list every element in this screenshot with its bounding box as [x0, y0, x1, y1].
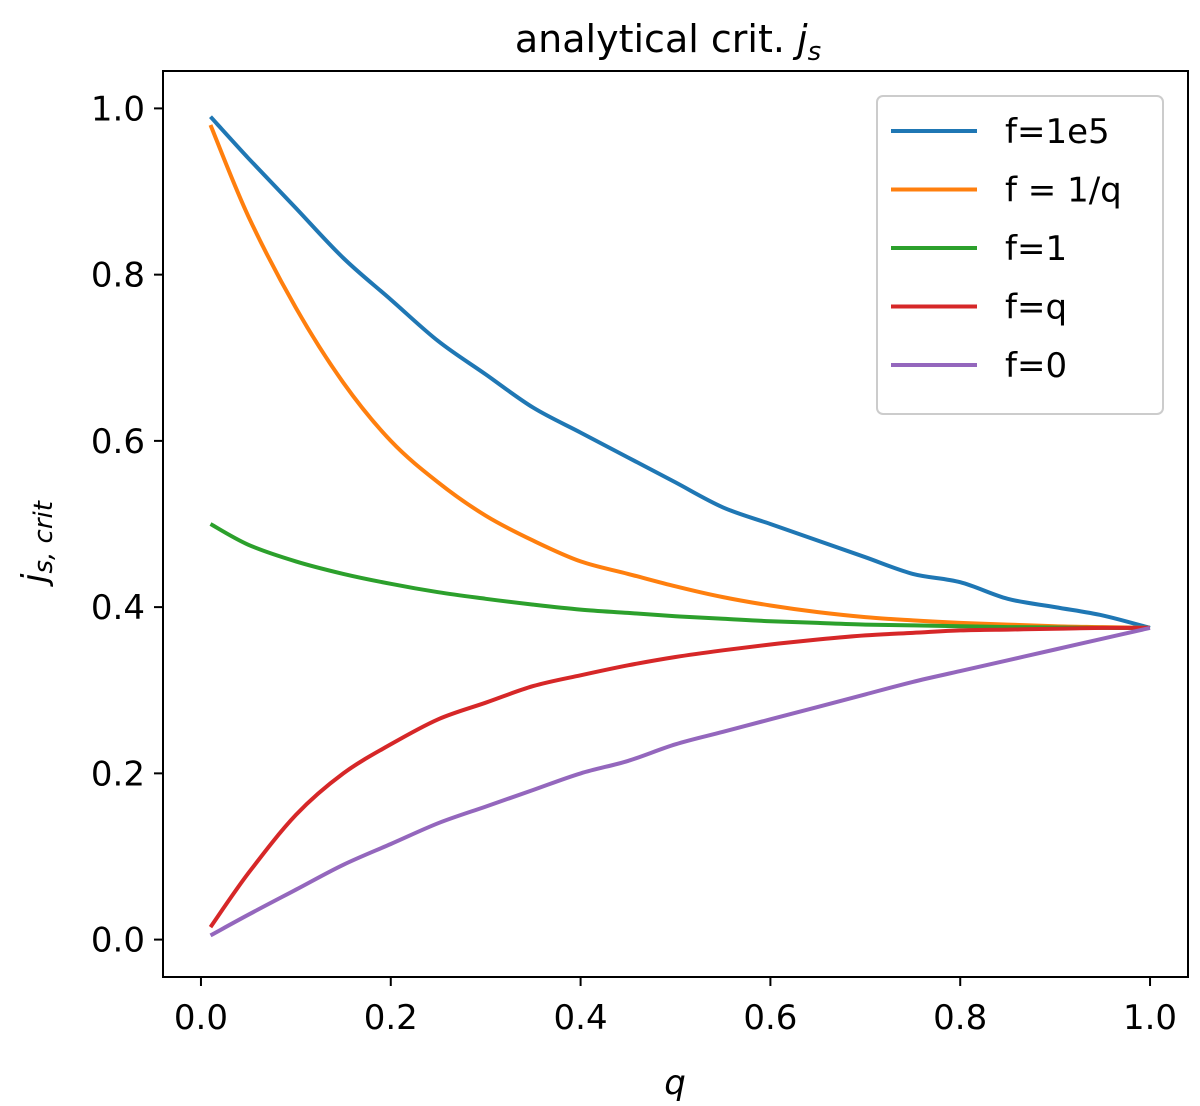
legend-label-3: f=1	[1005, 229, 1067, 269]
series-line-4	[208, 625, 1151, 929]
y-tick-label: 1.0	[91, 89, 145, 129]
y-tick-label: 0.0	[91, 921, 145, 961]
plot-area-frame	[162, 70, 1189, 978]
chart-title: analytical crit. js	[515, 17, 821, 67]
legend-label-1: f=1e5	[1005, 112, 1110, 152]
y-tick-label: 0.6	[91, 422, 145, 462]
y-tick-label: 0.8	[91, 256, 145, 296]
legend-label-4: f=q	[1005, 288, 1067, 328]
x-tick-label: 0.0	[174, 998, 228, 1038]
x-axis: 0.0 0.2 0.4 0.6 0.8 1.0	[174, 977, 1177, 1038]
series-line-3	[209, 522, 1151, 630]
series-line-1	[209, 115, 1151, 630]
legend-label-5: f=0	[1005, 346, 1067, 386]
y-tick-label: 0.4	[91, 588, 145, 628]
x-tick-label: 0.8	[933, 998, 987, 1038]
legend-box	[876, 95, 1164, 415]
y-tick-label: 0.2	[91, 754, 145, 794]
series-line-5	[209, 625, 1151, 938]
legend: f=1e5 f = 1/q f=1 f=q f=0	[876, 95, 1164, 415]
series-line-2	[208, 124, 1151, 630]
x-tick-label: 0.2	[364, 998, 418, 1038]
y-axis-label: js, crit	[15, 500, 59, 587]
x-tick-label: 1.0	[1123, 998, 1177, 1038]
legend-label-2: f = 1/q	[1005, 171, 1122, 211]
x-axis-label: q	[664, 1063, 686, 1103]
series-layer	[208, 115, 1151, 938]
y-axis: 0.0 0.2 0.4 0.6 0.8 1.0	[91, 89, 163, 961]
x-tick-label: 0.4	[554, 998, 608, 1038]
x-tick-label: 0.6	[743, 998, 797, 1038]
